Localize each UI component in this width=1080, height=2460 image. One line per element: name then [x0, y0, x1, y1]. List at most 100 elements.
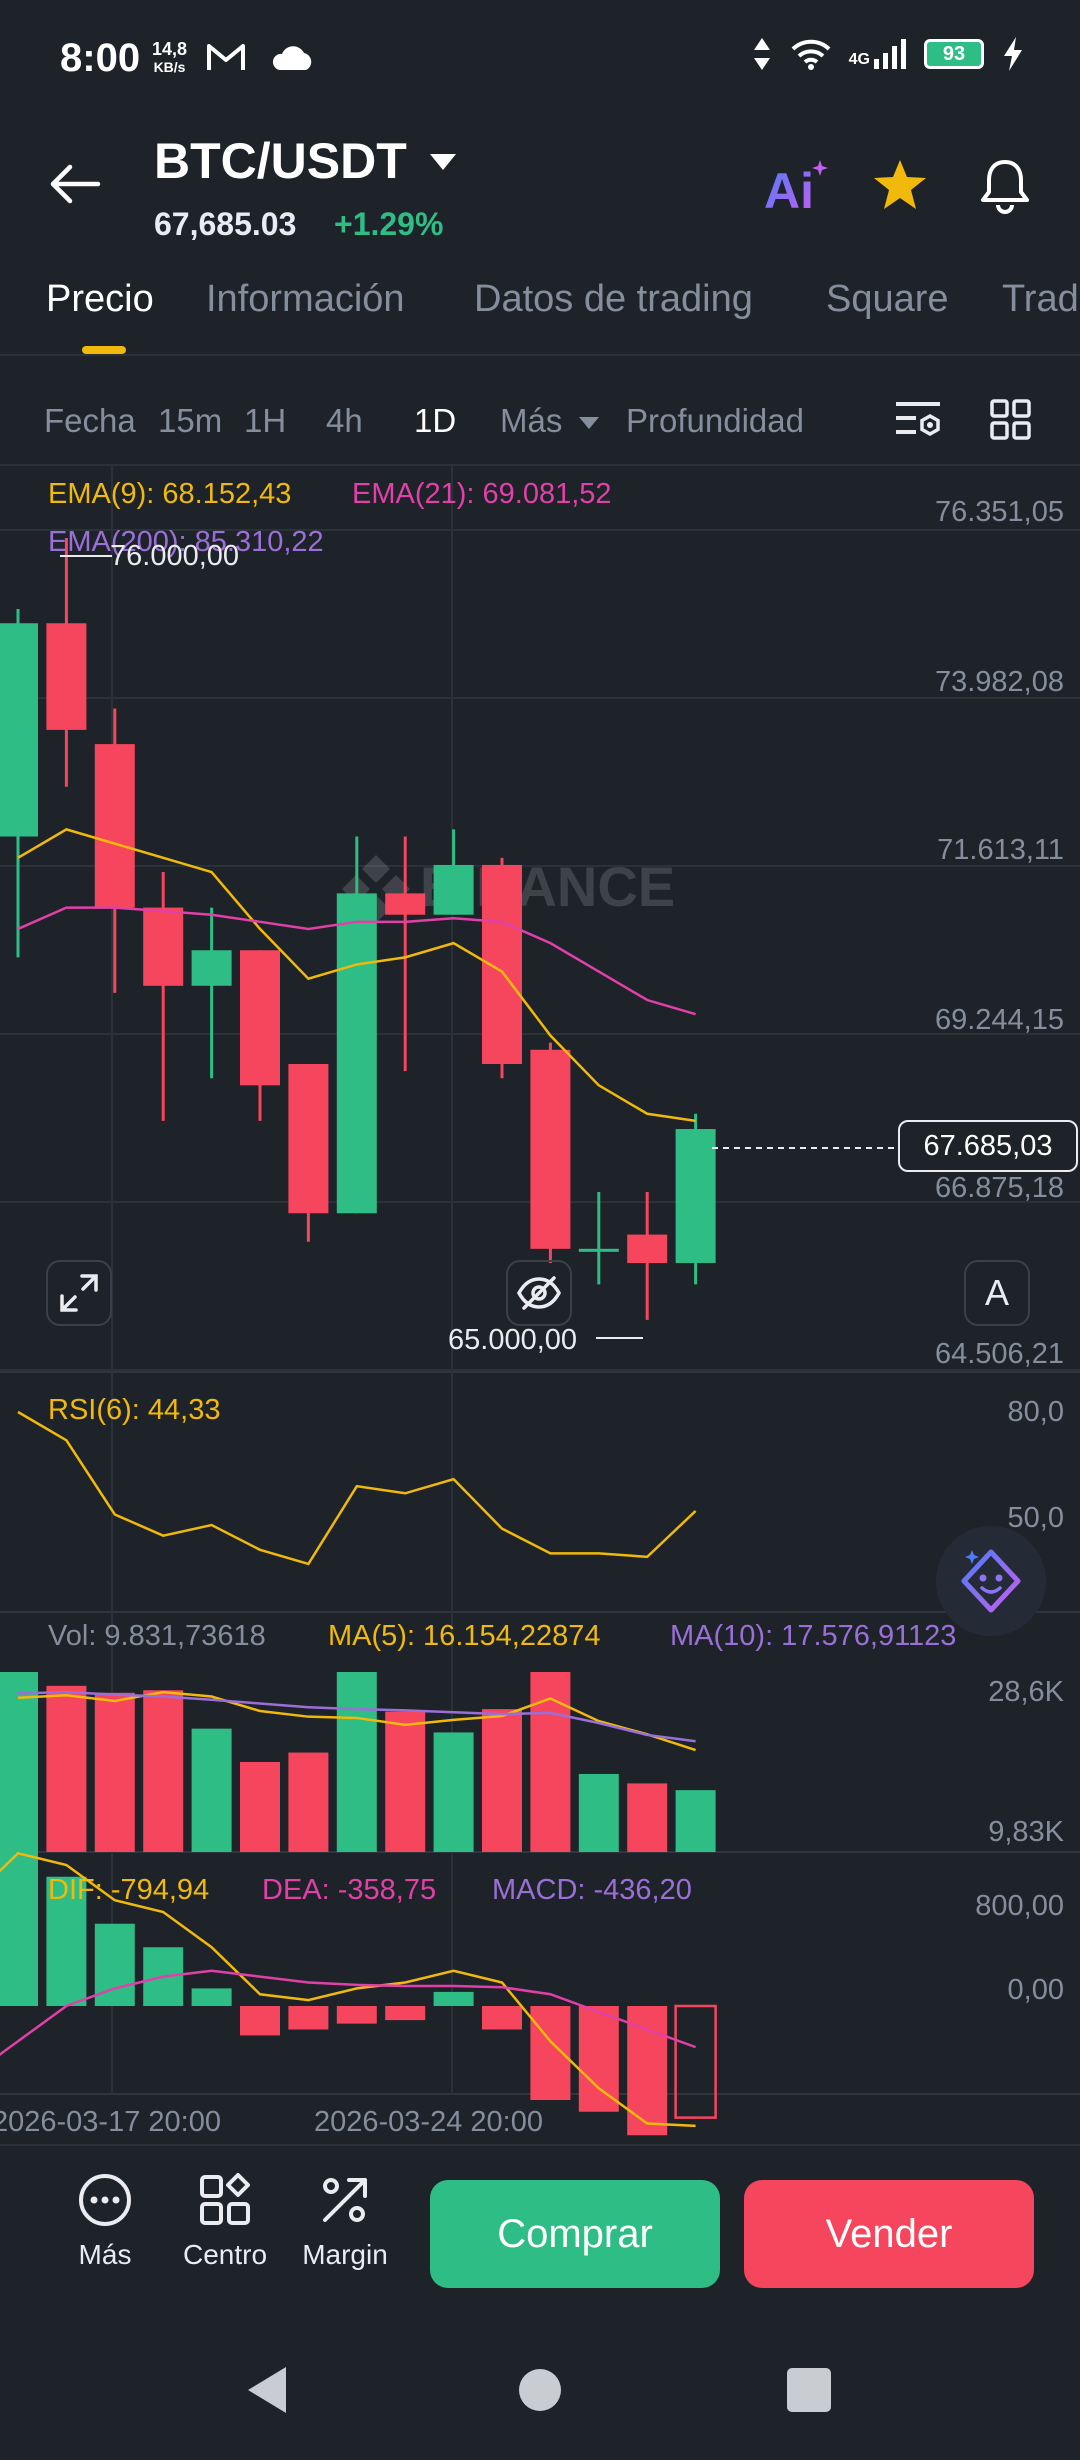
volume-bar — [433, 1732, 474, 1852]
tab-square[interactable]: Square — [826, 278, 949, 320]
interval-4h[interactable]: 4h — [326, 402, 363, 439]
volume-bar — [482, 1709, 522, 1852]
margin-label: Margin — [302, 2239, 388, 2270]
interval-1h[interactable]: 1H — [244, 402, 287, 439]
favorite-star-icon[interactable] — [872, 158, 928, 212]
ema200-legend: EMA(200): 85.310,22 — [48, 526, 324, 558]
macd-histogram-bar — [578, 2006, 619, 2112]
volume-bar — [46, 1685, 87, 1852]
hide-indicators-button[interactable] — [506, 1260, 572, 1326]
pair-title[interactable]: BTC/USDT — [154, 133, 407, 189]
volume-ma5-legend: MA(5): 16.154,22874 — [328, 1620, 601, 1652]
network-type: 4G — [848, 51, 870, 68]
system-navigation-bar — [0, 2344, 1080, 2460]
candle-body — [433, 864, 474, 915]
interval-15m[interactable]: 15m — [158, 402, 223, 439]
price-axis-label: 73.982,08 — [934, 666, 1064, 698]
interval-bar: Fecha 15m 1H 4h 1D Más Profundidad — [0, 380, 1080, 466]
more-intervals-caret-icon[interactable] — [578, 416, 600, 430]
time-axis-label: 2026-03-17 20:00 — [0, 2106, 221, 2138]
nav-recents-icon[interactable] — [786, 2368, 832, 2412]
macd-histogram-bar — [0, 1818, 38, 2006]
status-bar: 8:00 14,8 KB/s 4G 93 — [0, 0, 1080, 120]
interval-mas[interactable]: Más — [500, 402, 563, 439]
pair-dropdown-caret-icon[interactable] — [428, 152, 458, 172]
tab-informacion[interactable]: Información — [206, 278, 405, 320]
margin-button[interactable]: Margin — [290, 2172, 400, 2271]
candle-body — [288, 1063, 329, 1214]
volume-bar — [288, 1752, 329, 1852]
candlestick-series — [0, 537, 716, 1320]
nav-home-icon[interactable] — [518, 2368, 562, 2412]
candle-body — [336, 893, 377, 1214]
interval-1d[interactable]: 1D — [414, 402, 457, 439]
rsi-line — [17, 1410, 697, 1566]
macd-dif-line — [0, 1851, 696, 2128]
candle-body — [627, 1234, 668, 1264]
macd-histogram-bar — [46, 1876, 87, 2006]
nav-back-icon[interactable] — [244, 2364, 290, 2416]
volume-ma5-line — [17, 1690, 696, 1752]
candle-body — [94, 744, 135, 908]
rsi-series — [17, 1410, 697, 1566]
volume-ma10-line — [17, 1690, 696, 1743]
candle-body — [46, 623, 87, 730]
status-time: 8:00 — [60, 36, 141, 80]
macd-axis-label: 0,00 — [1007, 1974, 1064, 2006]
macd-series — [0, 1818, 717, 2136]
low-price-label: 65.000,00 — [448, 1324, 578, 1356]
tab-bar: Precio Información Datos de trading Squa… — [0, 270, 1080, 356]
volume-bar — [143, 1690, 184, 1852]
back-arrow-icon[interactable] — [48, 162, 102, 206]
auto-scale-button[interactable]: A — [964, 1260, 1030, 1326]
macd-histogram-bar — [288, 2006, 329, 2030]
candle-body — [143, 907, 184, 986]
centro-label: Centro — [182, 2239, 268, 2270]
buy-button[interactable]: Comprar — [430, 2180, 720, 2288]
volume-legend: Vol: 9.831,73618 — [48, 1620, 266, 1652]
cloud-icon — [272, 46, 312, 70]
time-axis-label: 2026-03-24 20:00 — [314, 2106, 543, 2138]
candle-body — [675, 1129, 716, 1264]
ai-chat-floating-button[interactable] — [936, 1526, 1046, 1636]
status-icons: 4G 93 — [751, 36, 1024, 72]
candle-body — [530, 1049, 571, 1249]
price-axis-label: 71.613,11 — [937, 834, 1064, 866]
ema9-legend: EMA(9): 68.152,43 — [48, 478, 292, 510]
candle-body — [385, 893, 426, 915]
price-chart[interactable]: BINANCE — [0, 466, 1080, 2144]
rsi-legend: RSI(6): 44,33 — [48, 1394, 221, 1426]
macd-dif-legend: DIF: -794,94 — [48, 1874, 210, 1906]
ai-bot-face-icon — [961, 1549, 1021, 1613]
indicator-settings-icon[interactable] — [894, 398, 944, 444]
interval-fecha[interactable]: Fecha — [44, 402, 136, 439]
volume-ma10-legend: MA(10): 17.576,91123 — [670, 1620, 957, 1652]
tab-trading-bots[interactable]: Trad — [1002, 278, 1079, 320]
layout-grid-icon[interactable] — [990, 398, 1032, 442]
more-button[interactable]: Más — [50, 2172, 160, 2271]
candle-body — [0, 623, 38, 837]
macd-histogram-bar — [336, 2006, 377, 2024]
volume-bar — [675, 1790, 716, 1852]
gmail-icon — [207, 44, 245, 70]
current-price-tag: 67.685,03 — [898, 1120, 1078, 1172]
volume-axis-label: 9,83K — [988, 1816, 1064, 1848]
macd-histogram-bar — [385, 2006, 426, 2021]
sell-button[interactable]: Vender — [744, 2180, 1034, 2288]
tab-datos-de-trading[interactable]: Datos de trading — [474, 278, 753, 320]
candle-body — [240, 950, 280, 1086]
price-alert-bell-icon[interactable] — [978, 156, 1032, 214]
candle-body — [191, 950, 232, 986]
macd-dea-legend: DEA: -358,75 — [262, 1874, 437, 1906]
ai-assistant-icon[interactable]: Ai — [762, 158, 832, 214]
bottom-action-bar: Más Centro Margin Comprar Vender — [0, 2144, 1080, 2344]
fullscreen-button[interactable] — [46, 1260, 112, 1326]
margin-arrows-icon — [323, 2178, 367, 2222]
tab-precio[interactable]: Precio — [46, 278, 154, 320]
high-price-label: 76.000,00 — [110, 540, 240, 572]
centro-button[interactable]: Centro — [170, 2172, 280, 2271]
interval-profundidad[interactable]: Profundidad — [626, 402, 804, 439]
price-axis-label: 76.351,05 — [934, 496, 1064, 528]
macd-histogram-bar — [433, 1991, 474, 2006]
price-axis-label: 64.506,21 — [934, 1338, 1064, 1370]
